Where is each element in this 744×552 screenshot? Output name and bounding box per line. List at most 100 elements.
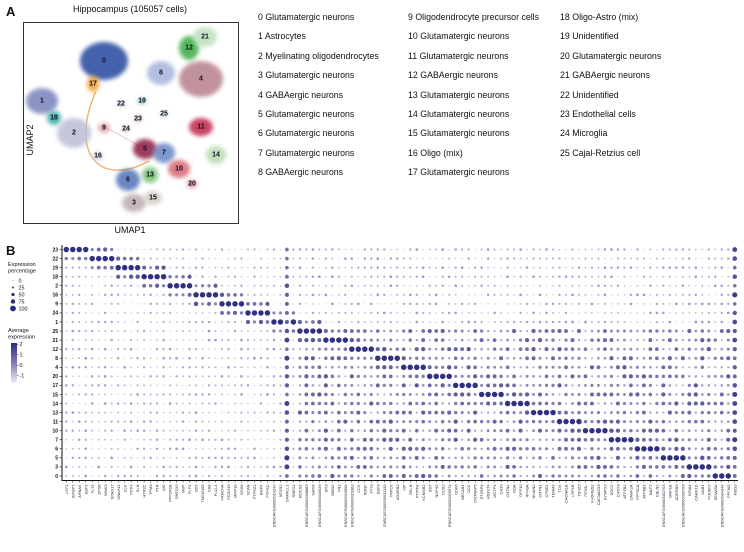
umap-cluster-label-20: 20: [188, 180, 196, 188]
svg-text:13: 13: [52, 410, 58, 416]
umap-cluster-label-22: 22: [117, 100, 125, 108]
svg-text:24: 24: [52, 311, 58, 317]
umap-cluster-label-25: 25: [160, 110, 168, 118]
cluster-legend-column-1: 0 Glutamatergic neurons 1 Astrocytes 2 Mye…: [258, 8, 379, 183]
svg-text:NDNF: NDNF: [362, 484, 367, 495]
umap-cluster-17: [87, 76, 99, 92]
svg-text:TPM3: TPM3: [148, 485, 153, 495]
svg-text:CHST9: CHST9: [616, 485, 621, 498]
svg-text:ENSCAFG00000029363: ENSCAFG00000029363: [349, 485, 354, 528]
cluster-legend-item-19: 19 Unidentified: [560, 31, 619, 42]
umap-cluster-label-19: 19: [138, 97, 146, 105]
umap-cluster-label-18: 18: [50, 114, 58, 122]
cluster-legend: 0 Glutamatergic neurons 1 Astrocytes 2 Mye…: [258, 8, 744, 208]
umap-cluster-label-12: 12: [185, 44, 193, 52]
svg-text:RNF220: RNF220: [174, 484, 179, 499]
svg-text:TSHZ2: TSHZ2: [577, 485, 582, 497]
svg-text:SPAG17: SPAG17: [109, 485, 114, 500]
svg-text:23: 23: [52, 247, 58, 253]
svg-text:DOK6: DOK6: [453, 485, 458, 496]
umap-cluster-5: [133, 139, 157, 159]
svg-text:CCK: CCK: [356, 484, 361, 493]
umap-cluster-label-5: 5: [143, 145, 147, 153]
trajectory-arc: [85, 90, 150, 171]
umap-cluster-10: [168, 160, 190, 178]
svg-text:IGFBP7: IGFBP7: [70, 485, 75, 499]
svg-text:CNTNAP5: CNTNAP5: [473, 485, 478, 503]
svg-text:TP73: TP73: [369, 485, 374, 494]
svg-text:CACNA1B: CACNA1B: [564, 484, 569, 503]
svg-text:14: 14: [52, 401, 58, 407]
svg-text:VIP: VIP: [401, 484, 406, 491]
svg-text:SGCZ: SGCZ: [609, 484, 614, 495]
svg-text:PTPRC: PTPRC: [265, 484, 270, 497]
svg-text:GATM: GATM: [310, 485, 315, 496]
umap-cluster-label-16: 16: [94, 152, 102, 160]
svg-text:NKAIN2: NKAIN2: [531, 485, 536, 499]
svg-text:CAMK2A: CAMK2A: [629, 484, 634, 500]
svg-text:17: 17: [52, 383, 58, 389]
umap-cluster-label-7: 7: [162, 149, 166, 157]
cluster-legend-item-22: 22 Unidentified: [560, 89, 619, 100]
umap-cluster-label-3: 3: [132, 199, 136, 207]
svg-text:PPP3CA: PPP3CA: [635, 484, 640, 500]
umap-cluster-label-21: 21: [201, 33, 209, 41]
svg-text:WNK3: WNK3: [103, 485, 108, 496]
cluster-legend-item-23: 23 Endothelial cells: [560, 108, 636, 119]
svg-text:DNAH11: DNAH11: [116, 485, 121, 500]
svg-text:STXBP6: STXBP6: [479, 485, 484, 500]
cluster-legend-item-13: 13 Glutamatergic neurons: [408, 89, 510, 100]
svg-text:NTSR2: NTSR2: [278, 485, 283, 498]
cluster-legend-item-21: 21 GABAergic neurons: [560, 70, 650, 81]
svg-text:ENSCAFG00000032703: ENSCAFG00000032703: [661, 485, 666, 528]
svg-text:PPP2R2B: PPP2R2B: [168, 484, 173, 502]
svg-text:MOCS1: MOCS1: [297, 485, 302, 499]
svg-text:VCAN: VCAN: [246, 484, 251, 495]
svg-text:expression: expression: [8, 335, 35, 341]
svg-text:10: 10: [52, 428, 58, 434]
svg-text:LRP1B: LRP1B: [570, 484, 575, 497]
umap-cluster-label-9: 9: [102, 124, 106, 132]
svg-text:0: 0: [55, 474, 58, 480]
svg-text:TMEM108: TMEM108: [200, 485, 205, 503]
umap-cluster-label-6: 6: [126, 176, 130, 184]
svg-text:5: 5: [55, 456, 58, 462]
dotplot-dots: [63, 246, 738, 479]
umap-cluster-label-14: 14: [212, 151, 220, 159]
svg-text:75: 75: [19, 299, 25, 305]
svg-text:SNED1: SNED1: [291, 485, 296, 498]
svg-text:NXPH1: NXPH1: [434, 485, 439, 498]
svg-text:RELN: RELN: [408, 484, 413, 495]
umap-cluster-0: [80, 42, 128, 80]
cluster-legend-item-18: 18 Oligo-Astro (mix): [560, 12, 639, 22]
umap-cluster-13: [142, 167, 158, 183]
svg-text:PLCL1: PLCL1: [213, 485, 218, 497]
svg-text:11: 11: [53, 419, 59, 425]
umap-cluster-21: [193, 27, 217, 47]
svg-text:GDA: GDA: [512, 484, 517, 493]
umap-cluster-16: [93, 152, 103, 160]
svg-text:3: 3: [55, 465, 58, 471]
svg-text:2: 2: [20, 342, 23, 348]
umap-cluster-15: [144, 191, 162, 205]
cluster-legend-item-8: 8 GABAergic neurons: [258, 167, 344, 178]
umap-cluster-20: [187, 180, 197, 188]
cluster-legend-item-3: 3 Glutamatergic neurons: [258, 70, 355, 81]
svg-text:EBF3: EBF3: [375, 485, 380, 495]
svg-text:20: 20: [52, 374, 58, 380]
svg-text:SEMA5A: SEMA5A: [713, 484, 718, 500]
svg-text:ENSCAFG00000008665: ENSCAFG00000008665: [304, 485, 309, 528]
svg-text:PCDH15: PCDH15: [226, 485, 231, 500]
cluster-legend-item-12: 12 GABAergic neurons: [408, 70, 498, 81]
svg-text:KCNMB2: KCNMB2: [421, 485, 426, 501]
svg-text:SLN: SLN: [135, 484, 140, 492]
svg-text:CAMK1D: CAMK1D: [693, 484, 698, 500]
umap-cluster-label-15: 15: [149, 194, 157, 202]
svg-text:SST: SST: [427, 484, 432, 492]
umap-cluster-3: [122, 194, 146, 212]
svg-text:TOX: TOX: [557, 484, 562, 492]
svg-text:HTR2C: HTR2C: [142, 484, 147, 497]
svg-text:8: 8: [55, 356, 58, 362]
